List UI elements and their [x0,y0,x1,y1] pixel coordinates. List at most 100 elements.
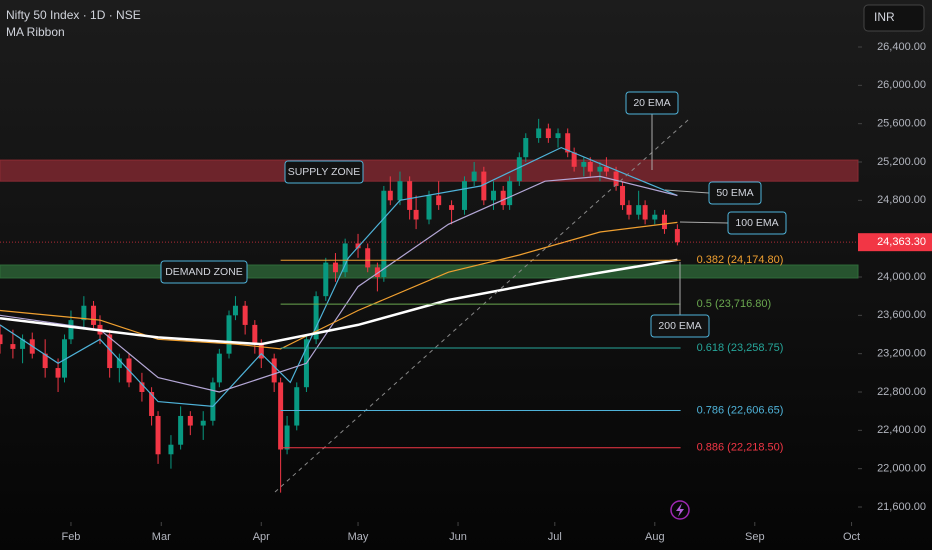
candle-body [278,382,284,450]
x-tick-label: Sep [745,531,765,543]
candle-body [139,382,145,392]
event-icon-bolt [676,503,684,517]
chart-title: Nifty 50 Index · 1D · NSE [6,8,141,22]
currency-label[interactable]: INR [874,10,895,24]
candle-body [294,387,300,426]
x-tick-label: May [348,531,369,543]
candle-body [200,420,206,426]
candle-body [284,425,290,450]
candle-body [471,171,477,182]
candle-body [55,368,61,378]
candle-body [397,181,403,201]
y-tick-label: 24,000.00 [877,271,926,283]
candle-body [387,190,393,201]
candle-body [81,305,87,321]
candle-body [581,162,587,167]
last-price-badge [858,233,932,252]
fib-label: 0.886 (22,218.50) [697,442,784,454]
x-tick-label: Mar [152,531,171,543]
candle-body [342,243,348,273]
x-tick-label: Feb [61,531,80,543]
candle-body [20,339,26,349]
x-tick-label: Oct [843,531,860,543]
y-tick-label: 21,600.00 [877,501,926,513]
candle-body [674,229,680,243]
fib-label: 0.382 (24,174.80) [697,254,784,266]
callout-label: 20 EMA [633,97,670,109]
candle-body [571,152,577,167]
ema-line [0,146,678,408]
candle-body [652,214,658,220]
candle-body [10,344,16,349]
candle-body [461,181,467,210]
candle-body [636,205,642,215]
callout-label: 200 EMA [658,320,701,332]
candle-body [332,262,338,273]
event-icon[interactable] [670,500,690,520]
candle-body [516,157,522,182]
candle-body [116,358,122,369]
y-tick-label: 23,600.00 [877,309,926,321]
x-tick-label: Jun [449,531,467,543]
callout-box [708,181,762,205]
candle-body [168,444,174,455]
candle-body [178,415,184,445]
candle-body [0,334,3,345]
candle-body [626,205,632,215]
fib-label: 0.786 (22,606.65) [697,404,784,416]
candle-body [620,185,626,206]
candle-body [565,133,571,153]
y-tick-label: 25,200.00 [877,156,926,168]
candle-body [62,339,68,378]
candle-body [500,190,506,206]
y-tick-label: 25,600.00 [877,118,926,130]
candle-body [507,181,513,206]
callout-leader [679,221,729,224]
fib-label: 0.618 (23,258.75) [697,342,784,354]
candle-body [491,190,497,201]
candle-body [258,344,264,359]
callout-label: 100 EMA [735,217,778,229]
candle-body [449,205,455,210]
zone [0,159,859,182]
callout-label: DEMAND ZONE [165,266,243,278]
callout-box [625,91,679,115]
candle-body [587,162,593,172]
candle-body [374,267,380,277]
x-tick-label: Apr [253,531,270,543]
currency-button[interactable] [863,4,925,32]
candle-body [613,171,619,186]
callout-label: 50 EMA [716,187,753,199]
candle-body [407,181,413,210]
candle-body [68,320,74,340]
candle-body [555,133,561,139]
candle-body [536,128,542,139]
callout-box [284,160,364,184]
candle-body [216,353,222,383]
candle-body [155,415,161,455]
y-tick-label: 26,400.00 [877,41,926,53]
candle-body [226,315,232,354]
candle-body [149,392,155,416]
candle-body [603,166,609,172]
callout-box [650,314,710,338]
ema-line [0,221,678,350]
callout-leader [664,189,710,194]
candle-body [597,166,603,172]
y-tick-label: 22,800.00 [877,386,926,398]
candle-body [107,334,113,369]
candle-body [313,296,319,340]
y-tick-label: 22,400.00 [877,424,926,436]
candle-body [426,195,432,220]
ema-line [0,258,678,346]
y-tick-label: 22,000.00 [877,463,926,475]
candle-body [545,128,551,139]
candle-body [232,305,238,316]
candle-body [271,358,277,383]
candle-body [661,214,667,230]
candle-body [481,171,487,201]
candle-body [252,324,258,345]
last-price-label: 24,363.30 [877,236,926,248]
candle-body [355,243,361,249]
